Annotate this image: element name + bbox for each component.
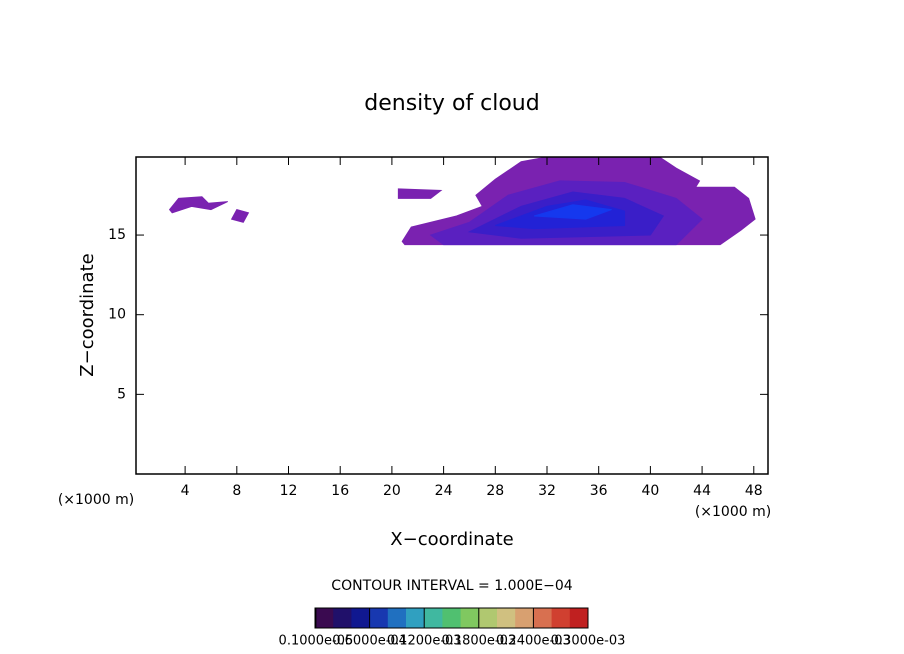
x-tick-label: 48 [745,483,763,499]
x-tick-label: 40 [641,483,659,499]
x-tick-label: 32 [538,483,556,499]
contour-region [533,204,612,220]
colorbar-swatch [533,608,553,628]
colorbar-swatch [369,608,389,628]
colorbar-swatch [315,608,334,628]
colorbar-swatch [442,608,462,628]
y-tick-label: 15 [108,227,126,243]
x-unit-right: (×1000 m) [695,504,771,520]
contour-interval: CONTOUR INTERVAL = 1.000E−04 [331,578,572,594]
colorbar-swatch [551,608,571,628]
colorbar-swatch [478,608,498,628]
x-tick-label: 28 [486,483,504,499]
colorbar-label: 0.6000e-04 [332,634,407,649]
x-tick-label: 4 [181,483,190,499]
colorbar-swatch [387,608,407,628]
y-tick-label: 5 [117,386,126,402]
colorbar-swatch [406,608,425,628]
colorbar-label: 0.1200e-03 [387,634,462,649]
x-axis-label: X−coordinate [390,529,513,550]
colorbar-label: 0.1000e-05 [279,634,354,649]
y-axis-label: Z−coordinate [77,253,98,376]
colorbar-label: 0.3000e-03 [551,634,626,649]
contour-region [397,188,443,199]
colorbar-swatch [333,608,352,628]
colorbar-label: 0.1800e-03 [441,634,516,649]
colorbar-swatch [460,608,480,628]
plot-frame [135,156,769,475]
x-tick-label: 12 [280,483,298,499]
contour-region [168,196,228,214]
y-tick-label: 10 [108,307,126,323]
colorbar-swatch [497,608,516,628]
colorbar-swatch [515,608,534,628]
x-tick-label: 36 [590,483,608,499]
colorbar-label: 0.2400e-03 [496,634,571,649]
x-tick-label: 20 [383,483,401,499]
colorbar-swatch [351,608,371,628]
colorbar-swatch [424,608,443,628]
x-tick-label: 24 [435,483,453,499]
x-tick-label: 44 [693,483,711,499]
contour-region [230,208,250,223]
x-tick-label: 8 [232,483,241,499]
colorbar-swatch [569,608,589,628]
x-tick-label: 16 [331,483,349,499]
chart-title: density of cloud [364,91,539,116]
x-unit-left: (×1000 m) [58,492,134,508]
